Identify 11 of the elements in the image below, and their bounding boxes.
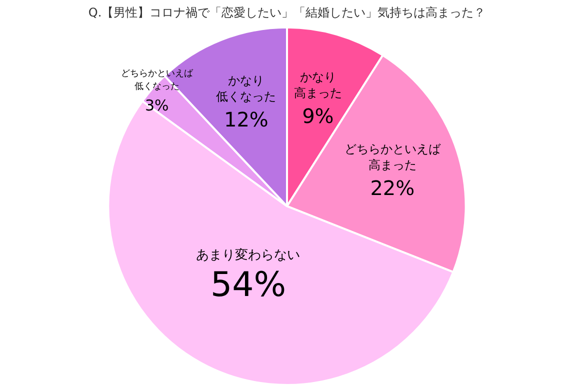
data-label: 54% (210, 265, 286, 306)
data-label: 22% (370, 176, 415, 200)
data-label: 12% (224, 107, 268, 132)
slice-label: かなり低くなった (216, 73, 276, 104)
slice-label: どちらかといえば低くなった (120, 68, 194, 92)
slice-label: かなり高まった (294, 70, 342, 100)
slice-label: どちらかといえば高まった (344, 142, 442, 172)
slice-label: あまり変わらない (196, 247, 300, 264)
data-label: 3% (145, 96, 169, 114)
data-label: 9% (302, 104, 334, 128)
chart-title: Q.【男性】コロナ禍で「恋愛したい」「結婚したい」気持ちは高まった？ (88, 5, 486, 20)
